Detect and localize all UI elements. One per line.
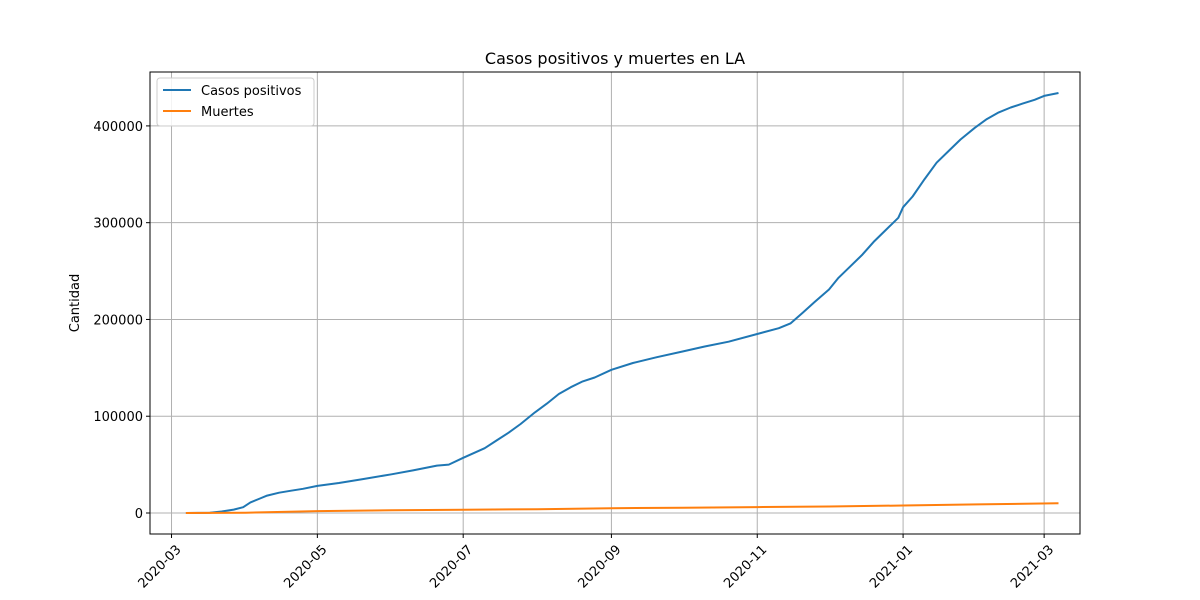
y-tick-label: 100000 xyxy=(93,410,143,425)
legend-label: Casos positivos xyxy=(201,84,302,99)
x-tick-label: 2021-01 xyxy=(867,542,916,591)
x-tick-label: 2020-03 xyxy=(136,542,185,591)
y-tick-label: 400000 xyxy=(93,120,143,135)
legend-box xyxy=(156,77,315,127)
chart-title: Casos positivos y muertes en LA xyxy=(485,49,745,68)
y-tick-label: 300000 xyxy=(93,217,143,232)
series-line xyxy=(185,92,1059,514)
plot-frame xyxy=(149,71,1081,535)
x-tick-label: 2020-05 xyxy=(281,542,330,591)
axis-ticks: 2020-03 2020-05 2020-07 2020-09 2020-11 2021-… xyxy=(93,120,1057,592)
grid xyxy=(150,72,1080,534)
x-tick-label: 2021-03 xyxy=(1008,542,1057,591)
series-line xyxy=(185,502,1059,514)
legend: Casos positivos Muertes xyxy=(156,77,315,127)
legend-label: Muertes xyxy=(201,105,254,120)
y-tick-label: 0 xyxy=(135,507,143,522)
y-tick-label: 200000 xyxy=(93,313,143,328)
x-tick-label: 2020-07 xyxy=(427,542,476,591)
series-layer xyxy=(185,92,1059,514)
x-tick-label: 2020-09 xyxy=(575,542,624,591)
y-axis-label: Cantidad xyxy=(68,274,83,332)
x-tick-label: 2020-11 xyxy=(721,542,770,591)
